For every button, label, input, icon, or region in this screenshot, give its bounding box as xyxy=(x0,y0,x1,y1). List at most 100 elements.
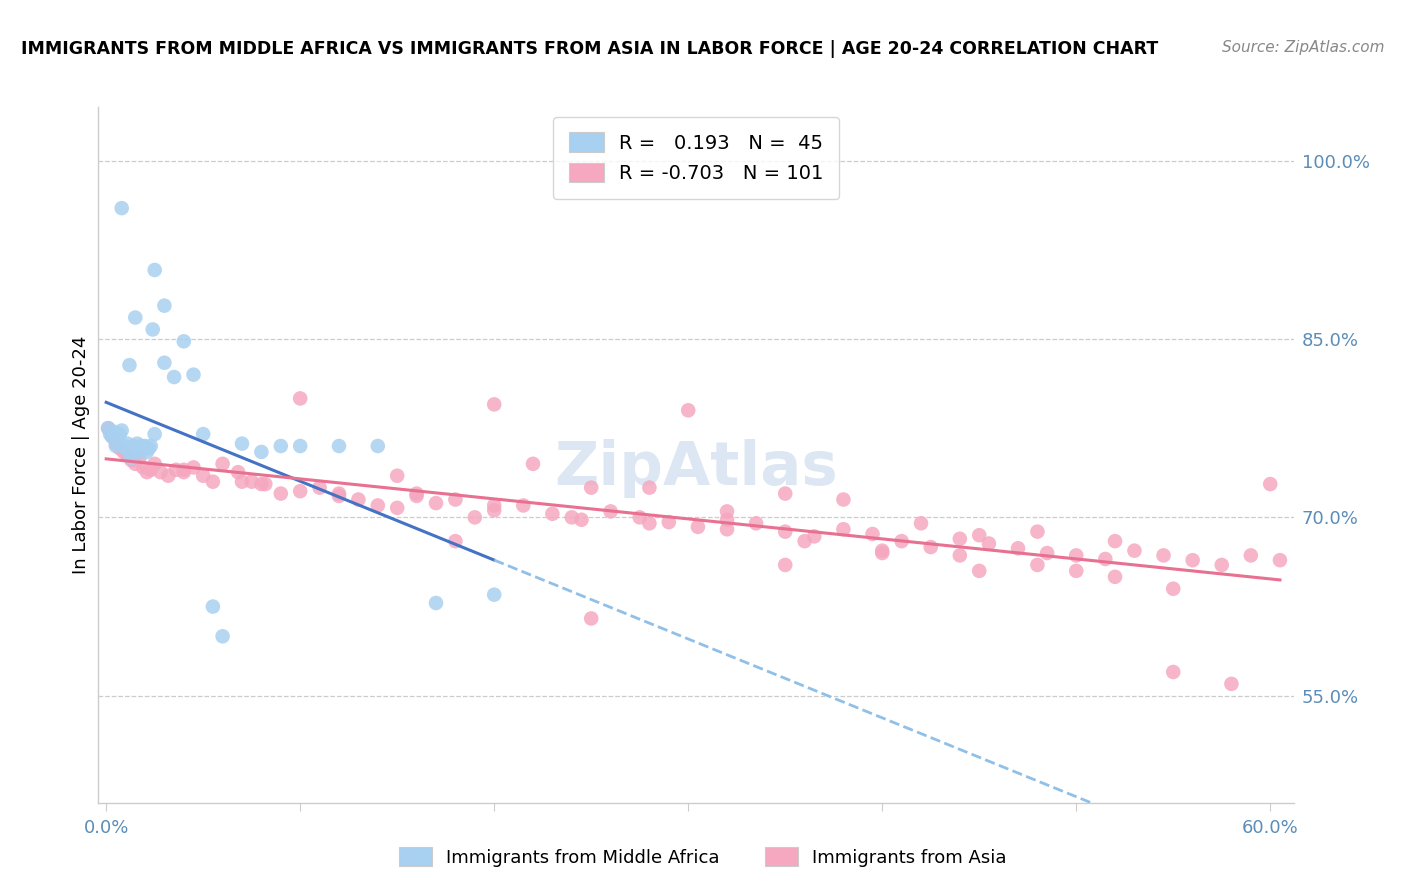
Point xyxy=(638,481,661,495)
Point xyxy=(367,499,389,513)
Point xyxy=(405,486,427,500)
Point xyxy=(183,460,205,475)
Point xyxy=(482,499,505,513)
Legend: Immigrants from Middle Africa, Immigrants from Asia: Immigrants from Middle Africa, Immigrant… xyxy=(392,840,1014,874)
Point xyxy=(107,433,129,447)
Point xyxy=(1064,564,1087,578)
Point xyxy=(135,465,157,479)
Point xyxy=(165,463,187,477)
Point xyxy=(425,496,447,510)
Point xyxy=(157,468,180,483)
Point xyxy=(290,392,312,406)
Point xyxy=(1153,549,1175,563)
Point xyxy=(803,529,825,543)
Point xyxy=(118,445,141,459)
Text: IMMIGRANTS FROM MIDDLE AFRICA VS IMMIGRANTS FROM ASIA IN LABOR FORCE | AGE 20-24: IMMIGRANTS FROM MIDDLE AFRICA VS IMMIGRA… xyxy=(21,40,1159,58)
Point xyxy=(183,368,205,382)
Point xyxy=(385,500,409,515)
Point xyxy=(1268,553,1291,567)
Point xyxy=(101,429,124,443)
Point xyxy=(832,522,855,536)
Point xyxy=(290,439,312,453)
Point xyxy=(103,425,125,439)
Text: Source: ZipAtlas.com: Source: ZipAtlas.com xyxy=(1222,40,1385,55)
Point xyxy=(122,439,145,453)
Point xyxy=(967,528,990,542)
Point xyxy=(173,463,195,477)
Point xyxy=(716,513,738,527)
Point xyxy=(773,558,796,572)
Point xyxy=(870,543,893,558)
Point xyxy=(112,445,135,459)
Point xyxy=(482,588,505,602)
Point xyxy=(143,263,166,277)
Point xyxy=(686,520,709,534)
Point xyxy=(977,536,1000,550)
Point xyxy=(482,397,505,411)
Point xyxy=(153,356,176,370)
Point xyxy=(250,477,273,491)
Point xyxy=(967,564,990,578)
Point xyxy=(541,507,564,521)
Point xyxy=(773,524,796,539)
Point xyxy=(1026,558,1049,572)
Point xyxy=(561,510,583,524)
Point xyxy=(231,475,253,489)
Point xyxy=(270,486,292,500)
Point xyxy=(1240,549,1263,563)
Point xyxy=(638,516,661,531)
Point xyxy=(1026,524,1049,539)
Point xyxy=(254,477,277,491)
Point xyxy=(1104,570,1126,584)
Point xyxy=(920,540,942,554)
Point xyxy=(120,453,142,467)
Point xyxy=(97,421,120,435)
Point xyxy=(139,439,162,453)
Point xyxy=(328,489,350,503)
Point xyxy=(1104,534,1126,549)
Point xyxy=(128,450,150,465)
Point xyxy=(112,439,135,453)
Point xyxy=(385,468,409,483)
Point xyxy=(579,481,602,495)
Point xyxy=(142,322,165,336)
Point xyxy=(98,427,121,442)
Point xyxy=(132,460,155,475)
Point xyxy=(1258,477,1281,491)
Point xyxy=(201,599,224,614)
Point xyxy=(143,457,166,471)
Point xyxy=(676,403,699,417)
Point xyxy=(1007,541,1029,556)
Point xyxy=(910,516,932,531)
Point xyxy=(870,546,893,560)
Point xyxy=(290,484,312,499)
Point xyxy=(201,475,224,489)
Point xyxy=(104,439,127,453)
Point xyxy=(328,486,350,500)
Point xyxy=(193,468,215,483)
Point xyxy=(1123,543,1146,558)
Point xyxy=(1036,546,1059,560)
Point xyxy=(512,499,534,513)
Point xyxy=(111,201,134,215)
Point xyxy=(1064,549,1087,563)
Point xyxy=(104,436,127,450)
Point xyxy=(108,442,131,456)
Point xyxy=(405,489,427,503)
Point xyxy=(890,534,912,549)
Point xyxy=(173,334,195,349)
Point xyxy=(773,486,796,500)
Point xyxy=(328,439,350,453)
Point xyxy=(211,457,233,471)
Point xyxy=(250,445,273,459)
Point xyxy=(132,442,155,456)
Point xyxy=(949,532,972,546)
Point xyxy=(97,421,120,435)
Point xyxy=(226,465,249,479)
Point xyxy=(1211,558,1233,572)
Point xyxy=(124,442,146,456)
Point xyxy=(231,436,253,450)
Y-axis label: In Labor Force | Age 20-24: In Labor Force | Age 20-24 xyxy=(72,335,90,574)
Point xyxy=(444,534,467,549)
Point xyxy=(745,516,768,531)
